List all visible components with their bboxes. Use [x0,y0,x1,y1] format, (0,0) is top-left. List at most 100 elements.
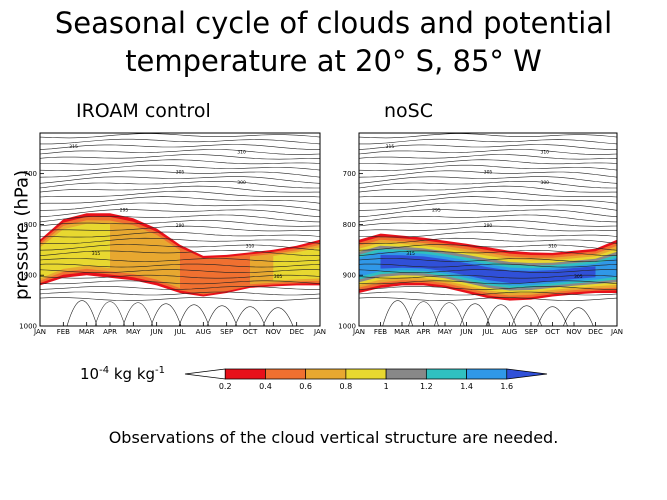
theta-contour-line [359,297,617,301]
y-tick-label: 800 [343,221,356,229]
surface-contour-line [178,304,210,326]
theta-contour-line [359,258,617,262]
contour-label: 315 [386,144,395,150]
contour-label: 315 [92,251,101,257]
theta-contour-line [40,209,320,218]
surface-contour-line [122,302,154,326]
x-tick-label: JUL [173,328,185,336]
x-tick-label: MAY [438,328,453,336]
x-tick-label: MAY [126,328,141,336]
surface-contour-line [262,307,294,326]
theta-contour-line [359,138,617,145]
x-tick-label: JUN [149,328,162,336]
plot-area: 315 310 305 300 295 290 315 310 305 [359,133,617,326]
surface-contour-line [150,303,182,326]
colorbar-tick-label: 0.4 [259,382,272,391]
caption: Observations of the cloud vertical struc… [108,428,559,447]
x-tick-label: NOV [266,328,282,336]
surface-contour-line [206,305,238,326]
theta-contour-line [359,225,617,232]
surface-contour-line [563,307,594,326]
colorbar-units: 10-4 kg kg-1 [80,365,165,383]
colorbar-swatch [305,368,347,380]
colorbar-swatch [265,368,307,380]
y-tick-label: 900 [343,272,356,280]
x-tick-label: FEB [374,328,387,336]
x-tick-label: APR [103,328,117,336]
theta-contour-line [40,237,320,244]
theta-contour-line [359,190,617,198]
x-tick-label: OCT [243,328,258,336]
theta-contour-line [40,185,320,193]
theta-contour-line [359,286,617,290]
x-tick-label: DEC [289,328,304,336]
theta-contour-line [40,149,320,155]
surface-contour-line [511,305,542,326]
theta-contour-line [40,263,320,268]
colorbar-tick-label: 1.4 [460,382,473,391]
colorbar-tick-label: 0.2 [219,382,232,391]
contour-label: 300 [540,180,549,186]
colorbar-tick-label: 1.6 [500,382,513,391]
contour-label: 305 [274,274,283,280]
theta-contour-line [40,159,320,165]
surface-contour-line [537,306,568,326]
theta-contour-line [40,190,320,198]
surface-contour-line [434,302,465,326]
plot-area: 315 310 305 300 295 290 315 310 305 [40,133,320,326]
surface-contour-line [382,300,413,326]
theta-contour-line [40,258,320,262]
theta-contour-line [359,176,617,184]
theta-contour-line [359,185,617,193]
panel-title-control: IROAM control [76,100,211,122]
x-tick-label: APR [417,328,431,336]
contour-label: 305 [574,274,583,280]
theta-contour-line [359,196,617,204]
contour-label: 305 [176,170,185,176]
theta-contour-line [359,263,617,268]
theta-contour-line [40,220,320,227]
cloud-level-0.8 [40,223,110,279]
contour-label: 295 [120,208,129,214]
cloud-level-1.6 [380,255,596,283]
colorbar-swatch [184,368,226,380]
surface-contour-line [66,300,98,326]
contour-label: 290 [176,223,185,229]
x-tick-label: JUL [481,328,493,336]
colorbar-swatch [385,368,427,380]
x-tick-label: MAR [394,328,410,336]
theta-contour-line [359,154,617,160]
theta-contour-line [40,249,320,256]
theta-contour-line [40,269,320,274]
contour-label: 305 [484,170,493,176]
theta-contour-line [359,269,617,274]
theta-contour-line [359,231,617,238]
x-tick-label: JUN [459,328,472,336]
x-tick-label: NOV [566,328,582,336]
panel-0: 315 310 305 300 295 290 315 310 305 700 800 900 1000… [19,132,326,336]
theta-contour-line [40,231,320,238]
theta-contour-line [359,164,617,171]
theta-contour-line [359,244,617,251]
y-tick-label: 700 [343,170,356,178]
contour-label: 310 [237,149,246,155]
units-base: 10 [80,365,100,383]
colorbar-swatch [466,368,508,380]
colorbar-swatch [345,368,387,380]
x-tick-label: MAR [79,328,95,336]
x-tick-label: JAN [313,328,326,336]
surface-contour-line [234,306,266,326]
theta-contour-line [40,225,320,232]
theta-contour-line [40,196,320,204]
x-tick-label: SEP [220,328,233,336]
x-tick-label: FEB [57,328,70,336]
surface-contour-line [459,303,491,326]
theta-contour-line [359,274,617,279]
theta-contour-line [359,237,617,244]
theta-contour-line [40,202,320,211]
contour-label: 315 [406,251,415,257]
x-tick-label: AUG [196,328,211,336]
panel-title-nosc: noSC [384,100,433,122]
theta-contour-line [40,181,320,189]
